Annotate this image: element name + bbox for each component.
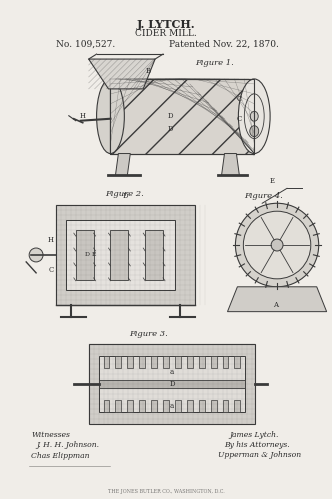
Circle shape bbox=[271, 239, 283, 251]
Bar bbox=[99, 380, 245, 388]
Text: D: D bbox=[169, 380, 175, 388]
Text: THE JONES BUTLER CO., WASHINGTON, D.C.: THE JONES BUTLER CO., WASHINGTON, D.C. bbox=[108, 489, 224, 494]
Bar bbox=[111, 230, 128, 280]
Bar bbox=[187, 400, 193, 412]
Bar bbox=[127, 400, 133, 412]
Text: A: A bbox=[273, 301, 278, 309]
Ellipse shape bbox=[250, 126, 259, 137]
Bar bbox=[56, 205, 195, 305]
Bar bbox=[89, 344, 255, 424]
Bar bbox=[222, 356, 228, 368]
Ellipse shape bbox=[238, 79, 270, 154]
Bar bbox=[104, 356, 110, 368]
Bar bbox=[175, 400, 181, 412]
Text: Patented Nov. 22, 1870.: Patented Nov. 22, 1870. bbox=[169, 39, 279, 48]
Bar bbox=[222, 400, 228, 412]
Text: C: C bbox=[237, 95, 242, 103]
Text: D: D bbox=[167, 112, 173, 120]
Text: CIDER MILL.: CIDER MILL. bbox=[135, 29, 197, 38]
Bar bbox=[139, 400, 145, 412]
Text: D: D bbox=[123, 192, 128, 200]
Bar bbox=[116, 356, 122, 368]
Text: Witnesses: Witnesses bbox=[31, 431, 70, 439]
Bar bbox=[234, 400, 240, 412]
Bar bbox=[66, 220, 175, 290]
Text: H: H bbox=[48, 236, 54, 244]
Text: E: E bbox=[270, 177, 275, 185]
Bar bbox=[210, 400, 216, 412]
Bar bbox=[151, 356, 157, 368]
Text: By his Attorneys.: By his Attorneys. bbox=[224, 441, 290, 449]
Polygon shape bbox=[221, 154, 239, 176]
Text: D: D bbox=[167, 125, 173, 133]
Text: D E: D E bbox=[85, 252, 96, 257]
Bar bbox=[145, 230, 163, 280]
Text: J. H. H. Johnson.: J. H. H. Johnson. bbox=[36, 441, 99, 449]
Text: Figure 3.: Figure 3. bbox=[129, 329, 168, 337]
Bar bbox=[210, 356, 216, 368]
Text: Figure 1.: Figure 1. bbox=[195, 59, 233, 67]
Bar bbox=[104, 400, 110, 412]
Text: C: C bbox=[237, 115, 242, 123]
Ellipse shape bbox=[97, 79, 124, 154]
Text: C: C bbox=[48, 266, 53, 274]
Bar bbox=[163, 356, 169, 368]
Bar bbox=[139, 356, 145, 368]
Bar bbox=[99, 356, 245, 412]
Circle shape bbox=[235, 203, 319, 287]
Text: a: a bbox=[170, 402, 174, 410]
Polygon shape bbox=[227, 287, 327, 312]
Bar bbox=[76, 230, 94, 280]
Bar bbox=[151, 400, 157, 412]
Bar bbox=[127, 356, 133, 368]
Polygon shape bbox=[116, 154, 130, 176]
Text: H: H bbox=[80, 112, 86, 120]
Bar bbox=[187, 356, 193, 368]
Bar bbox=[234, 356, 240, 368]
Ellipse shape bbox=[250, 111, 258, 121]
Circle shape bbox=[243, 211, 311, 279]
Circle shape bbox=[29, 248, 43, 262]
Bar bbox=[163, 400, 169, 412]
Text: Upperman & Johnson: Upperman & Johnson bbox=[217, 451, 301, 459]
Text: a: a bbox=[170, 368, 174, 376]
Text: Figure 4.: Figure 4. bbox=[244, 192, 283, 200]
Bar bbox=[116, 400, 122, 412]
Polygon shape bbox=[89, 59, 155, 89]
Bar bbox=[111, 79, 254, 154]
Bar bbox=[199, 400, 205, 412]
Bar bbox=[175, 356, 181, 368]
Text: James Lytch.: James Lytch. bbox=[229, 431, 279, 439]
Text: Figure 2.: Figure 2. bbox=[106, 190, 144, 198]
Bar bbox=[199, 356, 205, 368]
Text: Chas Elippman: Chas Elippman bbox=[31, 452, 90, 460]
Text: J. LYTCH.: J. LYTCH. bbox=[137, 19, 195, 30]
Text: B: B bbox=[146, 67, 151, 75]
Bar bbox=[111, 79, 254, 154]
Text: No. 109,527.: No. 109,527. bbox=[56, 39, 115, 48]
